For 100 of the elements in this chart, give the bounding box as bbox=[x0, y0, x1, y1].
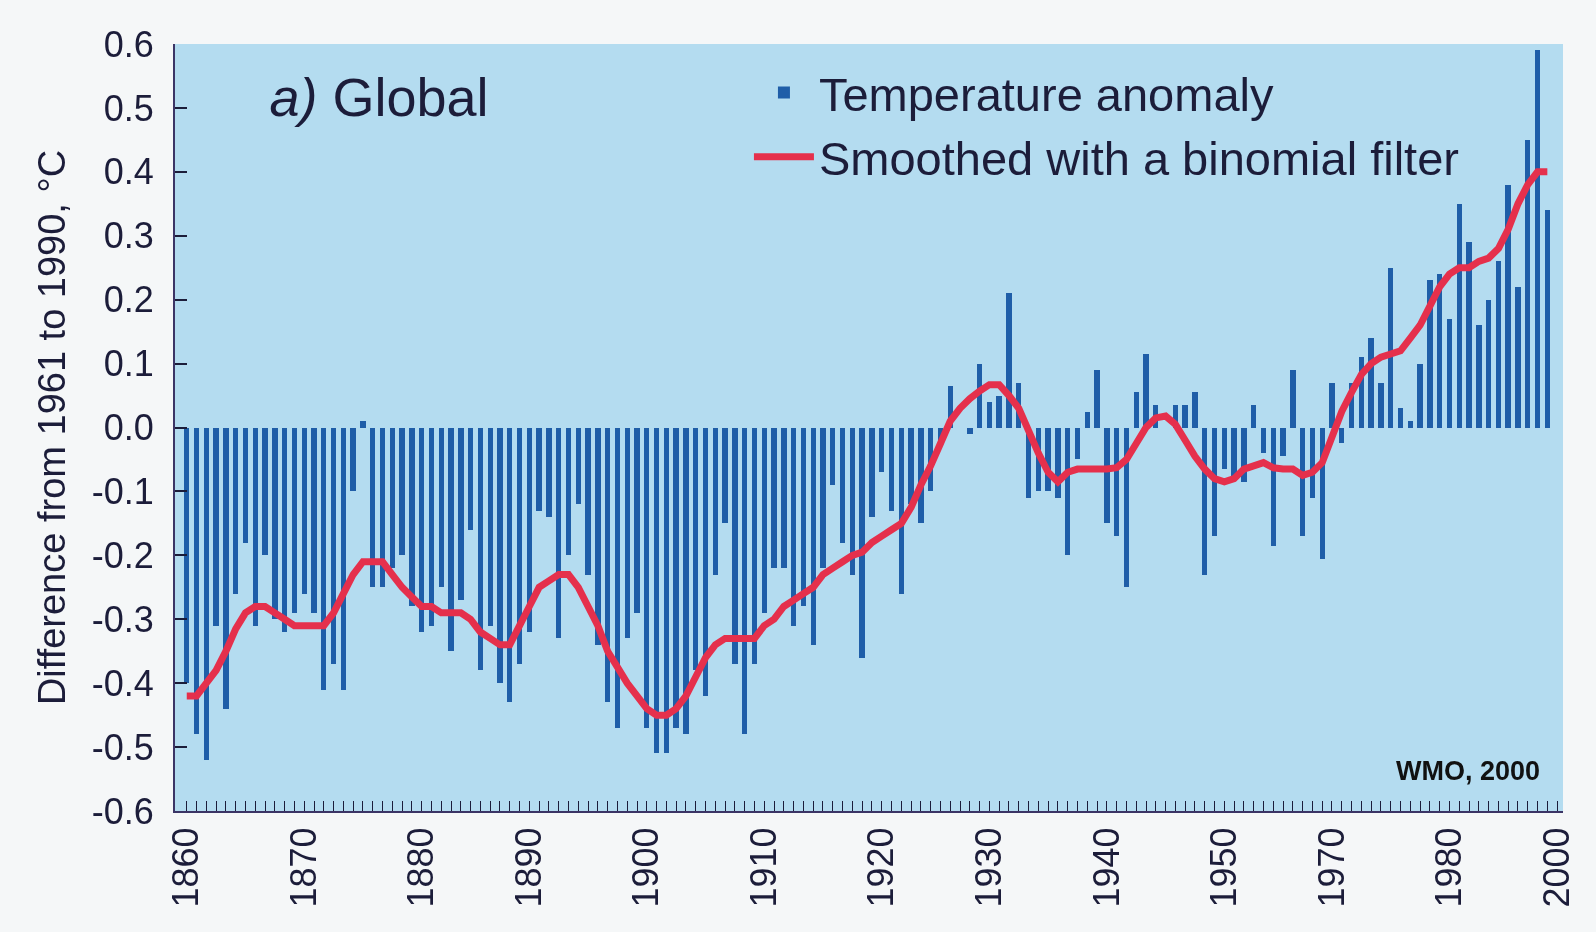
x-tick-label: 1980 bbox=[1428, 827, 1470, 908]
bar bbox=[605, 428, 610, 702]
bar bbox=[869, 428, 875, 517]
bar bbox=[527, 428, 532, 632]
bar bbox=[1280, 428, 1286, 456]
bar bbox=[1486, 300, 1491, 428]
bar bbox=[781, 428, 787, 568]
bar bbox=[184, 428, 189, 683]
bar bbox=[1457, 204, 1462, 428]
legend-label: Temperature anomaly bbox=[818, 67, 1274, 121]
x-tick-label: 1970 bbox=[1310, 827, 1352, 908]
bar bbox=[1006, 293, 1012, 428]
y-tick-label: 0.3 bbox=[103, 215, 154, 257]
bar bbox=[1466, 242, 1472, 428]
bar bbox=[1447, 319, 1452, 428]
bar bbox=[507, 428, 512, 702]
y-tick-label: -0.2 bbox=[91, 534, 154, 576]
bar bbox=[1525, 140, 1530, 428]
bar bbox=[1388, 268, 1393, 428]
bar bbox=[771, 428, 777, 568]
bar bbox=[1202, 428, 1207, 575]
bar bbox=[1075, 428, 1080, 459]
bar bbox=[889, 428, 894, 511]
x-tick-label: 1870 bbox=[282, 827, 324, 908]
bar bbox=[1261, 428, 1266, 453]
y-tick-label: -0.5 bbox=[91, 726, 154, 768]
bar bbox=[664, 428, 669, 753]
bar bbox=[331, 428, 336, 664]
bar bbox=[752, 428, 757, 664]
bar bbox=[693, 428, 698, 670]
bar bbox=[213, 428, 219, 626]
bar bbox=[1300, 428, 1305, 536]
bar bbox=[478, 428, 483, 670]
bar bbox=[556, 428, 561, 638]
bar bbox=[1476, 325, 1482, 428]
bar bbox=[859, 428, 865, 658]
bar bbox=[1094, 370, 1100, 428]
bar bbox=[1192, 392, 1198, 428]
bar bbox=[840, 428, 845, 543]
bar bbox=[1065, 428, 1070, 555]
bar bbox=[1085, 412, 1090, 428]
bar bbox=[595, 428, 601, 645]
x-tick-label: 1920 bbox=[860, 827, 902, 908]
bar bbox=[1496, 261, 1501, 428]
x-tick-label: 1890 bbox=[508, 827, 550, 908]
bar bbox=[272, 428, 278, 619]
bar bbox=[1222, 428, 1227, 469]
bar bbox=[801, 428, 806, 606]
bar bbox=[204, 428, 209, 760]
bar bbox=[830, 428, 835, 485]
bar bbox=[488, 428, 493, 626]
bar bbox=[683, 428, 689, 734]
chart-title: a) Global bbox=[269, 66, 489, 127]
bar bbox=[566, 428, 571, 555]
bar bbox=[713, 428, 718, 575]
bar bbox=[1134, 392, 1139, 428]
bar bbox=[703, 428, 708, 696]
bar bbox=[1545, 210, 1550, 428]
bar bbox=[654, 428, 659, 753]
y-tick-label: 0.4 bbox=[103, 151, 154, 193]
bar bbox=[644, 428, 649, 728]
bar bbox=[302, 428, 307, 594]
bar bbox=[458, 428, 464, 600]
bar bbox=[370, 428, 375, 587]
bar bbox=[536, 428, 542, 511]
bar bbox=[1437, 274, 1442, 428]
annotation: WMO, 2000 bbox=[1396, 756, 1541, 786]
bar bbox=[1143, 354, 1149, 428]
bar bbox=[732, 428, 738, 664]
x-tick-label: 1900 bbox=[625, 827, 667, 908]
y-tick-label: -0.1 bbox=[91, 471, 154, 513]
bar bbox=[1378, 383, 1384, 428]
bar bbox=[791, 428, 796, 626]
bar bbox=[292, 428, 297, 613]
bar bbox=[879, 428, 884, 472]
bar bbox=[233, 428, 238, 594]
bar bbox=[820, 428, 826, 568]
x-tick-label: 1940 bbox=[1085, 827, 1127, 908]
bar bbox=[253, 428, 258, 626]
y-tick-label: 0.5 bbox=[103, 87, 154, 129]
x-tick-label: 2000 bbox=[1535, 827, 1577, 908]
x-tick-label: 1930 bbox=[968, 827, 1010, 908]
x-tick-label: 1860 bbox=[165, 827, 207, 908]
bar bbox=[996, 396, 1002, 428]
bar bbox=[625, 428, 630, 638]
bar bbox=[987, 402, 992, 428]
bar bbox=[742, 428, 747, 734]
bar bbox=[321, 428, 326, 690]
y-tick-label: -0.6 bbox=[91, 790, 154, 832]
y-axis-title: Difference from 1961 to 1990, °C bbox=[31, 149, 74, 706]
bar bbox=[282, 428, 287, 632]
bar bbox=[546, 428, 552, 517]
bar bbox=[1339, 428, 1344, 443]
bar bbox=[194, 428, 199, 734]
bar bbox=[1535, 50, 1540, 428]
bar bbox=[1212, 428, 1217, 536]
bar bbox=[429, 428, 434, 626]
bar bbox=[390, 428, 395, 568]
bar bbox=[899, 428, 904, 594]
bar bbox=[811, 428, 816, 645]
